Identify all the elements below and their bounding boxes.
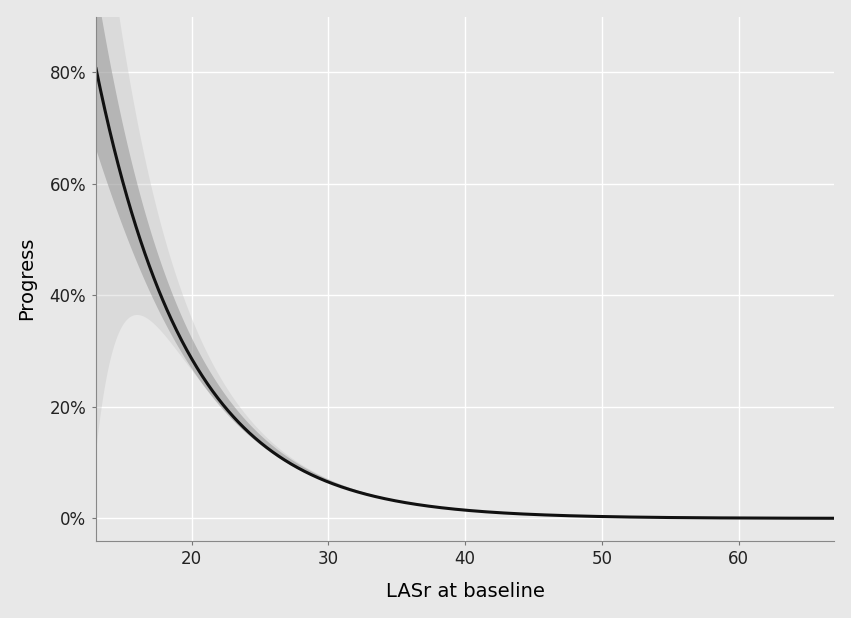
Y-axis label: Progress: Progress: [17, 237, 36, 320]
X-axis label: LASr at baseline: LASr at baseline: [386, 582, 545, 601]
